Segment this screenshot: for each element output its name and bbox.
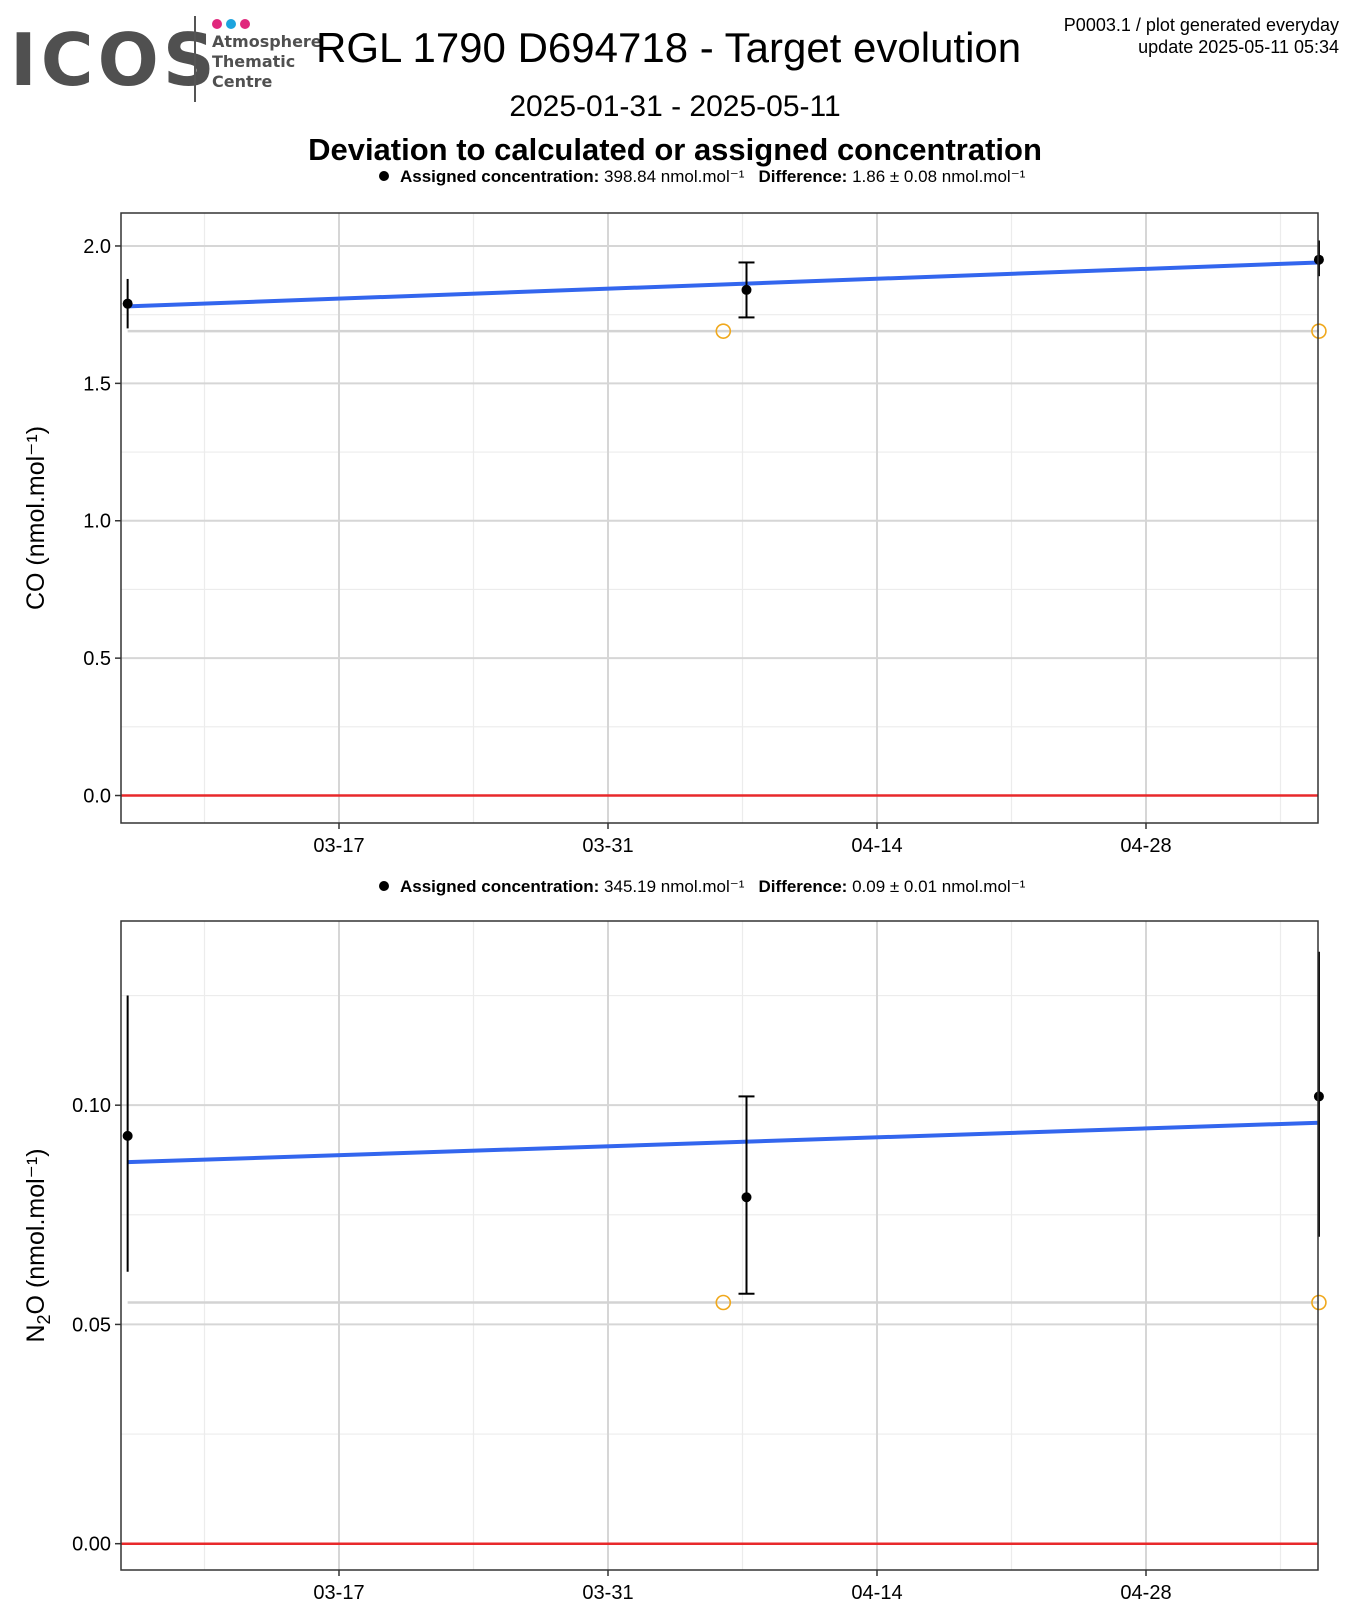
y-axis-label-subscript: 2 xyxy=(34,1314,54,1324)
x-tick-label: 04-28 xyxy=(1120,1582,1171,1604)
legend-marker xyxy=(379,171,389,181)
chart-panel-co: 0.0 0.5 1.0 1.5 2.0 03-17 03-31 04-14 04-28 CO (n… xyxy=(22,167,1327,857)
page-title: RGL 1790 D694718 - Target evolution xyxy=(316,24,1022,71)
logo-dots xyxy=(212,16,254,34)
y-axis-label-main: N xyxy=(22,1324,50,1342)
x-tick-label: 03-17 xyxy=(313,1582,364,1604)
legend-text: Assigned concentration: 345.19 nmol.mol⁻… xyxy=(400,877,1026,896)
plot-area xyxy=(121,921,1318,1570)
y-tick-label: 0.05 xyxy=(72,1314,111,1336)
trend-line xyxy=(127,1120,1319,1165)
data-point xyxy=(1313,254,1324,265)
plot-area xyxy=(121,213,1318,823)
chart-panel-n2o: 0.00 0.05 0.10 03-17 03-31 04-14 04-28 N2O (nmo… xyxy=(22,877,1327,1604)
y-tick-label: 2.0 xyxy=(83,236,111,258)
legend-label-difference: Difference: xyxy=(759,167,848,186)
y-axis-label-rest: O (nmol.mol⁻¹) xyxy=(22,1148,50,1314)
legend-label-assigned: Assigned concentration: xyxy=(400,877,599,896)
x-tick-label: 04-14 xyxy=(851,835,902,857)
data-point xyxy=(122,1130,133,1141)
x-tick-label: 04-28 xyxy=(1120,835,1171,857)
x-tick-label: 03-31 xyxy=(582,835,633,857)
plot-border xyxy=(120,212,1319,824)
logo-line-1: Atmosphere xyxy=(212,32,322,51)
y-axis-label: CO (nmol.mol⁻¹) xyxy=(22,426,50,610)
plot-meta: P0003.1 / plot generated everyday update… xyxy=(1064,14,1339,58)
data-point xyxy=(122,298,133,309)
logo-dot-3 xyxy=(240,19,250,29)
legend-value-assigned: 398.84 nmol.mol⁻¹ xyxy=(599,167,758,186)
reference-point xyxy=(1311,1294,1327,1311)
date-range: 2025-01-31 - 2025-05-11 xyxy=(509,90,841,123)
plot-border xyxy=(120,920,1319,1571)
y-tick-label: 0.0 xyxy=(83,786,111,808)
data-point xyxy=(1313,1091,1324,1102)
header: ICOS Atmosphere Thematic Centre RGL 1790… xyxy=(0,0,1350,200)
y-tick-label: 0.10 xyxy=(72,1095,111,1117)
logo-line-2: Thematic xyxy=(212,52,296,71)
data-point xyxy=(741,1192,752,1203)
logo-brand: ICOS xyxy=(10,18,219,102)
logo-dot-1 xyxy=(212,19,222,29)
y-tick-label: 1.5 xyxy=(83,373,111,395)
y-tick-label: 1.0 xyxy=(83,511,111,533)
legend-label-assigned: Assigned concentration: xyxy=(400,167,599,186)
reference-point xyxy=(1311,323,1327,339)
legend: Assigned concentration: 345.19 nmol.mol⁻… xyxy=(379,877,1026,896)
legend-value-assigned: 345.19 nmol.mol⁻¹ xyxy=(599,877,758,896)
data-point xyxy=(741,284,752,295)
legend: Assigned concentration: 398.84 nmol.mol⁻… xyxy=(379,167,1026,186)
chart-subtitle: Deviation to calculated or assigned conc… xyxy=(308,132,1042,167)
meta-generated: P0003.1 / plot generated everyday xyxy=(1063,15,1339,35)
x-tick-label: 04-14 xyxy=(851,1582,902,1604)
meta-update: update 2025-05-11 05:34 xyxy=(1138,37,1339,57)
y-axis-label: N2O (nmol.mol⁻¹) xyxy=(22,1148,54,1342)
logo-dot-2 xyxy=(226,19,236,29)
logo-divider xyxy=(194,16,196,102)
y-tick-label: 0.00 xyxy=(72,1534,111,1556)
logo-subtext: Atmosphere Thematic Centre xyxy=(212,32,322,92)
legend-marker xyxy=(379,881,389,891)
legend-value-difference: 1.86 ± 0.08 nmol.mol⁻¹ xyxy=(847,167,1025,186)
legend-text: Assigned concentration: 398.84 nmol.mol⁻… xyxy=(400,167,1026,186)
reference-point xyxy=(715,1294,732,1311)
x-tick-label: 03-17 xyxy=(313,835,364,857)
trend-line xyxy=(127,260,1320,309)
legend-value-difference: 0.09 ± 0.01 nmol.mol⁻¹ xyxy=(847,877,1025,896)
reference-point xyxy=(715,323,732,339)
legend-label-difference: Difference: xyxy=(759,877,848,896)
icos-logo: ICOS Atmosphere Thematic Centre xyxy=(10,14,322,104)
x-tick-label: 03-31 xyxy=(582,1582,633,1604)
y-tick-label: 0.5 xyxy=(83,648,111,670)
logo-line-3: Centre xyxy=(212,72,273,91)
